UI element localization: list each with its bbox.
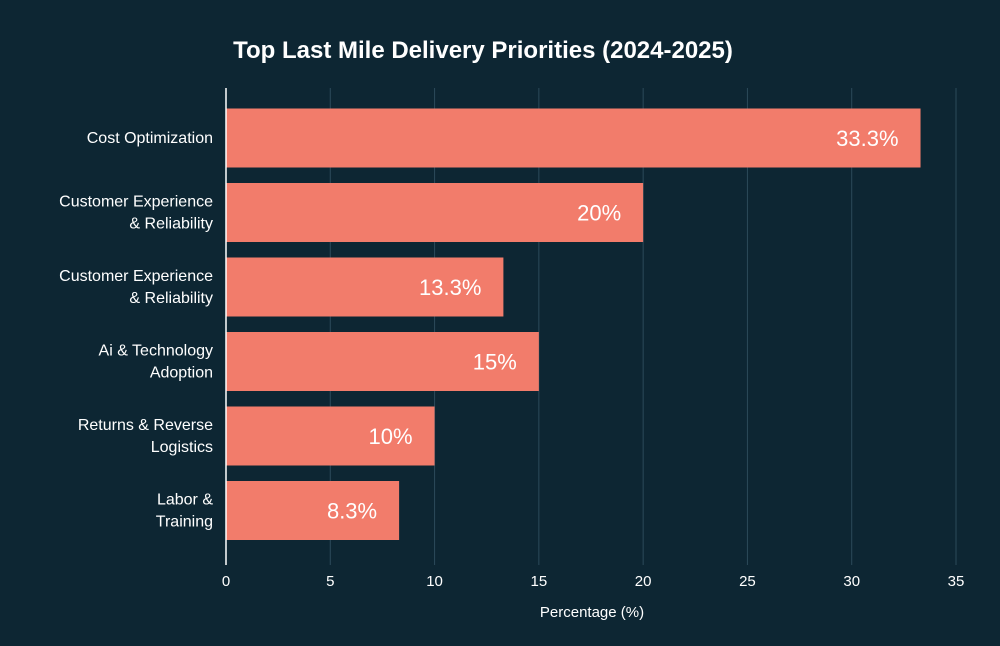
bar	[226, 406, 435, 466]
bar	[226, 183, 644, 242]
category-label: Logistics	[151, 439, 213, 456]
data-label: 20%	[577, 201, 621, 226]
bar	[226, 108, 921, 168]
category-label: Customer Experience	[59, 194, 213, 211]
category-label: Customer Experience	[59, 268, 213, 285]
data-label: 8.3%	[327, 499, 377, 524]
x-axis-title: Percentage (%)	[540, 604, 644, 621]
category-labels: Cost Optimization Customer Experience & Re…	[59, 130, 213, 531]
category-label: Adoption	[150, 365, 213, 382]
x-tick-label: 0	[222, 573, 230, 590]
bars: 33.3% 20% 13.3% 15% 10% 8.3%	[226, 108, 921, 540]
category-label: & Reliability	[129, 216, 213, 233]
category-label: Labor &	[157, 492, 213, 509]
category-label: Cost Optimization	[87, 130, 213, 147]
x-tick-label: 25	[739, 573, 756, 590]
data-label: 33.3%	[836, 126, 898, 151]
data-label: 13.3%	[419, 275, 481, 300]
data-label: 15%	[473, 350, 517, 375]
category-label: Ai & Technology	[99, 343, 213, 360]
x-tick-labels: 0 5 10 15 20 25 30 35	[222, 573, 965, 590]
data-label: 10%	[369, 424, 413, 449]
bar	[226, 481, 400, 540]
chart-title: Top Last Mile Delivery Priorities (2024-…	[233, 37, 733, 64]
category-label: Returns & Reverse	[78, 417, 213, 434]
x-tick-label: 20	[635, 573, 652, 590]
category-label: & Reliability	[129, 290, 213, 307]
bar	[226, 332, 539, 391]
x-tick-label: 5	[326, 573, 334, 590]
x-tick-label: 35	[948, 573, 965, 590]
x-tick-label: 10	[426, 573, 443, 590]
bar	[226, 257, 504, 317]
x-tick-label: 15	[531, 573, 548, 590]
category-label: Training	[156, 514, 213, 531]
x-tick-label: 30	[843, 573, 860, 590]
